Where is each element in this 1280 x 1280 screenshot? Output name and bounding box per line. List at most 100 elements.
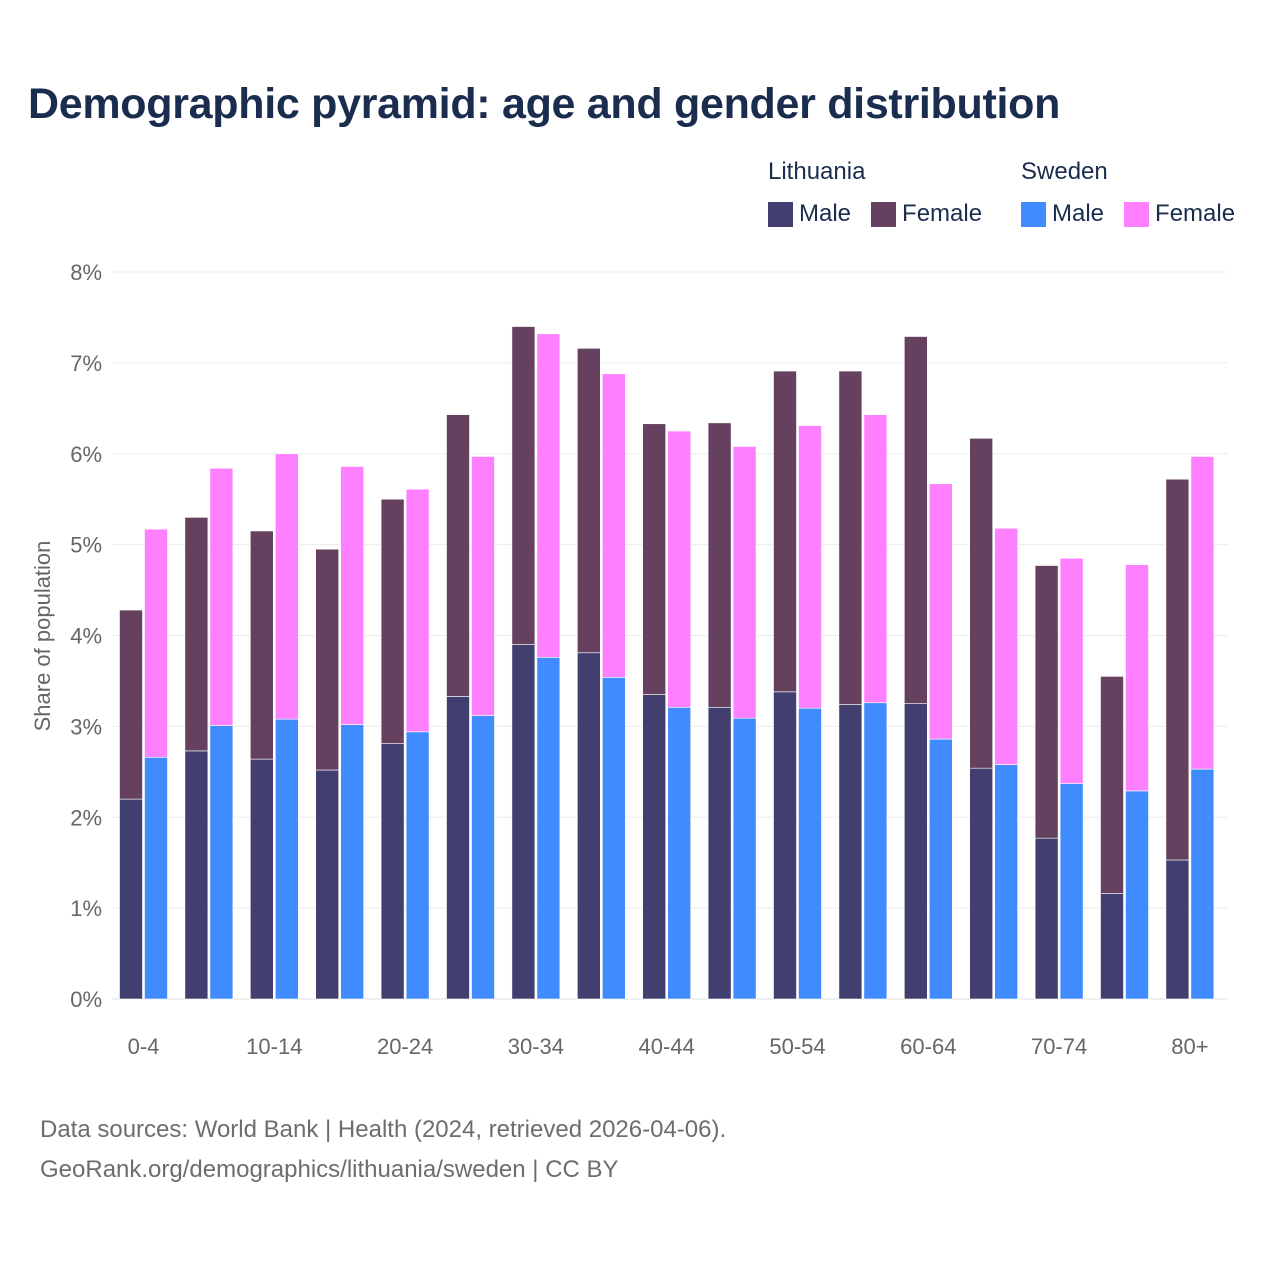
bar-lithuania-male-35-39 [576,652,601,1000]
bar-sweden-male-5-9 [209,725,234,1000]
bar-sweden-male-70-74 [1059,783,1084,1000]
bar-sweden-female-30-34 [536,333,561,658]
bar-lithuania-male-15-19 [315,769,340,1000]
legend-label-lithuania-female: Female [902,200,983,227]
legend-swatch-lithuania-female [871,201,897,227]
chart-plot: 0% 1% 2% 3% 4% 5% 6% 7% 8% Share of population 0-4… [30,260,1228,1059]
x-tick-label: 40-44 [639,1034,695,1059]
bar-sweden-male-45-49 [732,717,757,1000]
y-tick-label: 1% [70,896,102,921]
bar-lithuania-female-35-39 [576,348,601,654]
bar-sweden-male-0-4 [144,756,168,1000]
bar-sweden-female-45-49 [732,446,757,719]
y-tick-label: 7% [70,351,102,376]
bar-lithuania-male-20-24 [380,743,405,1000]
legend-swatch-sweden-male [1021,201,1046,227]
bar-lithuania-male-5-9 [184,750,209,1000]
bar-lithuania-male-40-44 [642,694,667,1000]
bar-sweden-male-75-79 [1125,790,1149,1000]
bar-sweden-male-10-14 [274,718,299,1000]
x-tick-label: 10-14 [246,1034,302,1059]
bar-sweden-male-25-29 [471,715,495,1000]
legend-item-lithuania-female[interactable]: Female [871,200,982,228]
legend-swatch-lithuania-male [768,201,793,227]
y-tick-label: 3% [70,714,102,739]
bar-lithuania-female-45-49 [707,422,732,708]
bar-sweden-female-25-29 [471,456,495,716]
bar-sweden-male-50-54 [798,707,822,1000]
bar-sweden-male-30-34 [536,657,561,1000]
bar-sweden-male-40-44 [667,706,692,1000]
legend-item-lithuania-male[interactable]: Male [768,200,851,228]
bar-lithuania-male-0-4 [119,798,143,1000]
footer-credit: GeoRank.org/demographics/lithuania/swede… [40,1156,619,1183]
bar-sweden-male-20-24 [405,731,430,1000]
y-axis-label: Share of population [30,541,55,732]
bar-sweden-female-55-59 [863,414,888,704]
bar-sweden-female-10-14 [274,453,299,720]
chart-title: Demographic pyramid: age and gender dist… [28,80,1061,128]
bar-lithuania-male-30-34 [511,644,536,1000]
bar-lithuania-female-25-29 [446,414,470,697]
bar-lithuania-female-70-74 [1034,565,1059,839]
bar-lithuania-male-60-64 [903,703,928,1000]
bar-sweden-female-60-64 [928,483,953,740]
bar-lithuania-male-65-69 [969,767,994,1000]
bar-lithuania-female-55-59 [838,370,863,705]
x-tick-label: 20-24 [377,1034,433,1059]
x-tick-label: 30-34 [508,1034,564,1059]
bar-sweden-female-0-4 [144,528,168,758]
bar-sweden-male-35-39 [601,677,626,1000]
bar-sweden-female-65-69 [994,527,1019,765]
bar-lithuania-male-45-49 [707,706,732,1000]
legend-lithuania: Lithuania Male Female [768,158,1002,228]
bar-lithuania-female-40-44 [642,423,667,695]
legend-label-lithuania-male: Male [799,200,852,227]
bar-sweden-male-80plus [1190,768,1215,1000]
legend-label-sweden-male: Male [1052,200,1105,227]
bar-sweden-female-50-54 [798,425,822,709]
bar-sweden-female-35-39 [601,373,626,678]
bar-sweden-male-15-19 [340,724,365,1000]
bar-sweden-female-15-19 [340,466,365,725]
bar-lithuania-male-25-29 [446,696,470,1000]
legend-sweden: Sweden Male Female [1021,158,1255,228]
bar-lithuania-female-10-14 [250,530,274,760]
legend-item-sweden-female[interactable]: Female [1124,200,1235,228]
legend-heading-sweden: Sweden [1021,158,1108,185]
bar-lithuania-male-10-14 [250,758,274,1000]
bar-sweden-female-75-79 [1125,564,1149,792]
x-tick-label: 60-64 [900,1034,956,1059]
bar-lithuania-female-80plus [1165,478,1190,861]
y-tick-label: 2% [70,805,102,830]
bar-sweden-male-55-59 [863,702,888,1000]
bar-lithuania-male-80plus [1165,859,1190,1000]
bar-lithuania-female-15-19 [315,548,340,771]
y-tick-label: 0% [70,987,102,1012]
bar-sweden-female-70-74 [1059,557,1084,784]
bar-lithuania-female-60-64 [903,336,928,704]
x-tick-label: 0-4 [128,1034,160,1059]
x-tick-label: 50-54 [769,1034,825,1059]
bar-lithuania-female-50-54 [773,370,797,693]
bar-sweden-male-60-64 [928,738,953,1000]
bar-lithuania-female-5-9 [184,517,209,752]
y-tick-label: 4% [70,624,102,649]
bar-lithuania-male-55-59 [838,704,863,1000]
x-tick-label: 70-74 [1031,1034,1087,1059]
x-tick-label: 80+ [1171,1034,1208,1059]
bar-lithuania-female-65-69 [969,438,994,769]
legend-heading-lithuania: Lithuania [768,158,866,185]
bar-sweden-female-20-24 [405,488,430,733]
bar-lithuania-female-0-4 [119,609,143,800]
y-tick-label: 5% [70,533,102,558]
bar-lithuania-female-20-24 [380,498,405,744]
legend-label-sweden-female: Female [1155,200,1236,227]
bar-sweden-female-80plus [1190,456,1215,770]
bar-sweden-female-5-9 [209,467,234,726]
y-tick-label: 6% [70,442,102,467]
legend-swatch-sweden-female [1124,201,1150,227]
footer-source: Data sources: World Bank | Health (2024,… [40,1116,727,1143]
y-tick-label: 8% [70,260,102,285]
legend-item-sweden-male[interactable]: Male [1021,200,1104,228]
